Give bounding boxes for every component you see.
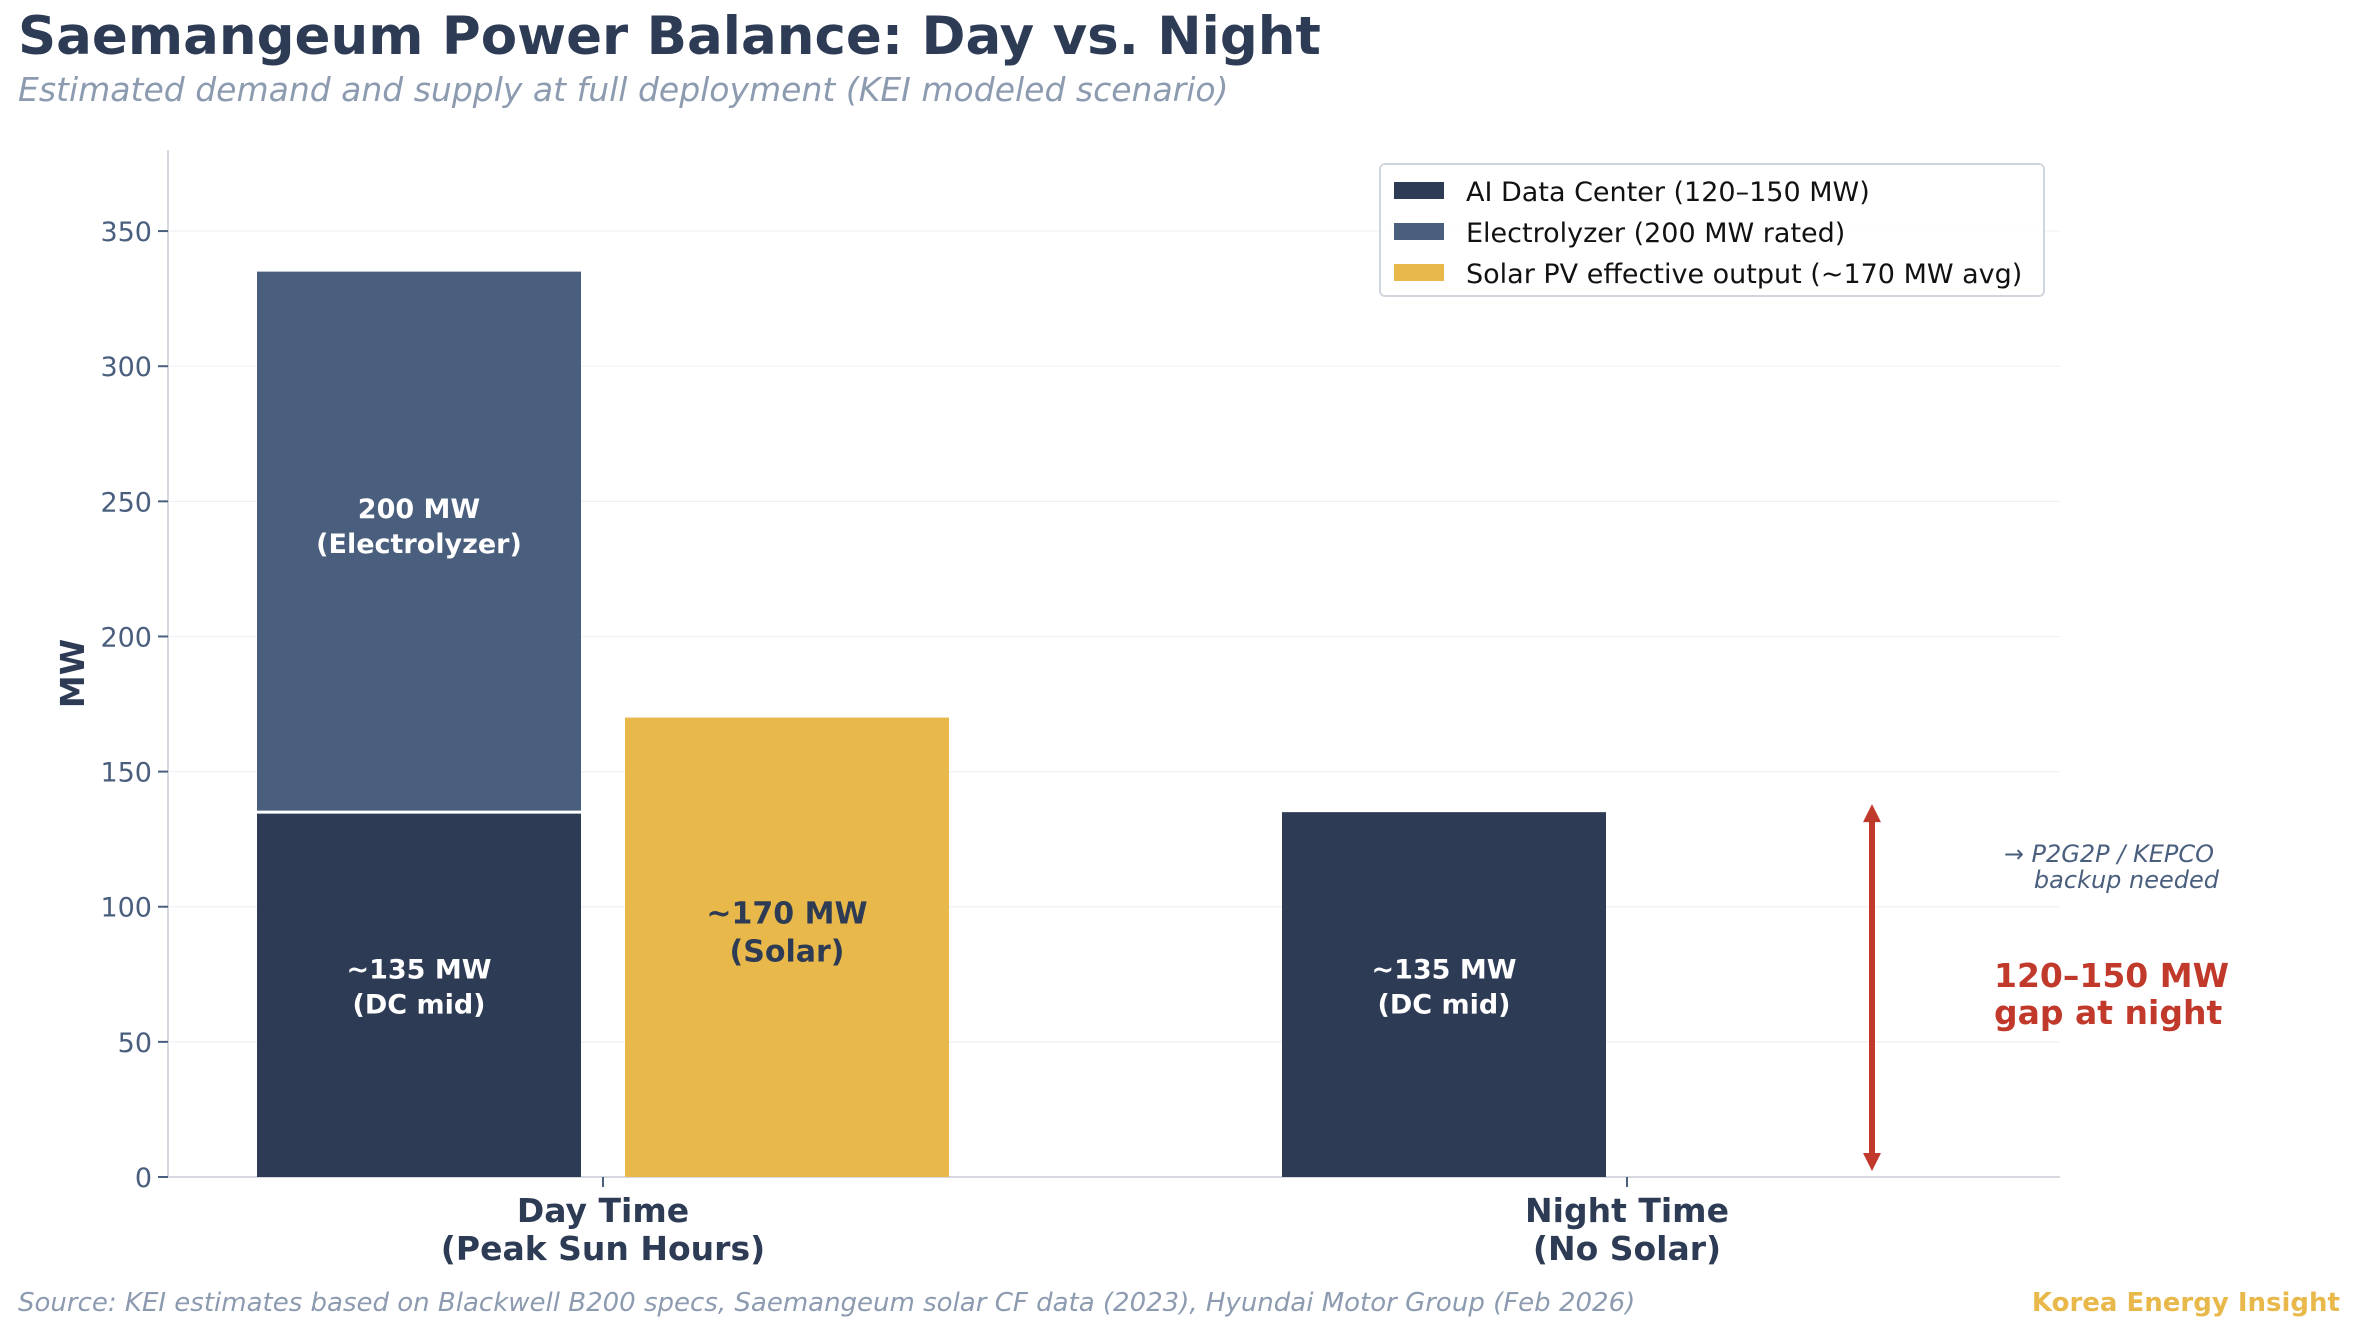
brand-label: Korea Energy Insight xyxy=(2031,1288,2340,1318)
y-tick-label-250: 250 xyxy=(100,487,152,518)
source-note: Source: KEI estimates based on Blackwell… xyxy=(18,1288,1636,1318)
label-day-electrolyzer-line2: (Electrolyzer) xyxy=(316,529,522,560)
y-tick-label-350: 350 xyxy=(100,217,152,248)
gap-arrow-head-bottom xyxy=(1863,1153,1881,1171)
y-tick-label-100: 100 xyxy=(100,893,152,924)
label-day-dc-line1: ~135 MW xyxy=(346,955,491,986)
y-tick-label-200: 200 xyxy=(100,622,152,653)
legend-swatch-electrolyzer xyxy=(1394,223,1444,240)
label-day-electrolyzer-line1: 200 MW xyxy=(358,494,480,525)
label-day-solar-line2: (Solar) xyxy=(730,934,845,969)
y-tick-label-0: 0 xyxy=(135,1163,152,1194)
y-tick-label-50: 50 xyxy=(118,1028,152,1059)
backup-note-line1: → P2G2P / KEPCO xyxy=(2004,840,2214,868)
x-tick-label-0-line1: Day Time xyxy=(517,1191,689,1230)
y-axis-label: MW xyxy=(53,639,92,708)
legend-label-electrolyzer: Electrolyzer (200 MW rated) xyxy=(1466,218,1845,249)
chart-title: Saemangeum Power Balance: Day vs. Night xyxy=(18,6,1321,67)
gap-arrow-head-top xyxy=(1863,804,1881,823)
x-tick-label-1-line1: Night Time xyxy=(1525,1191,1729,1230)
legend-label-dc: AI Data Center (120–150 MW) xyxy=(1466,177,1870,208)
x-tick-label-0-line2: (Peak Sun Hours) xyxy=(441,1229,765,1268)
x-tick-label-1-line2: (No Solar) xyxy=(1533,1229,1721,1268)
backup-note-line2: backup needed xyxy=(2034,866,2220,894)
y-tick-label-300: 300 xyxy=(100,352,152,383)
bar-day-electrolyzer xyxy=(257,271,581,813)
gap-label-line2: gap at night xyxy=(1994,993,2222,1032)
label-day-dc-line2: (DC mid) xyxy=(352,990,485,1021)
bar-day-solar xyxy=(625,717,949,1177)
bar-night-dc xyxy=(1282,812,1606,1177)
label-night-dc-line1: ~135 MW xyxy=(1371,955,1516,986)
legend-box xyxy=(1379,163,2045,297)
legend-label-solar: Solar PV effective output (~170 MW avg) xyxy=(1466,259,2022,290)
gap-label-line1: 120–150 MW xyxy=(1994,956,2229,995)
chart-subtitle: Estimated demand and supply at full depl… xyxy=(18,70,1229,109)
legend-swatch-dc xyxy=(1394,182,1444,199)
legend-swatch-solar xyxy=(1394,264,1444,281)
bar-day-dc xyxy=(257,812,581,1177)
label-night-dc-line2: (DC mid) xyxy=(1377,990,1510,1021)
y-tick-label-150: 150 xyxy=(100,758,152,789)
label-day-solar-line1: ~170 MW xyxy=(706,896,867,931)
